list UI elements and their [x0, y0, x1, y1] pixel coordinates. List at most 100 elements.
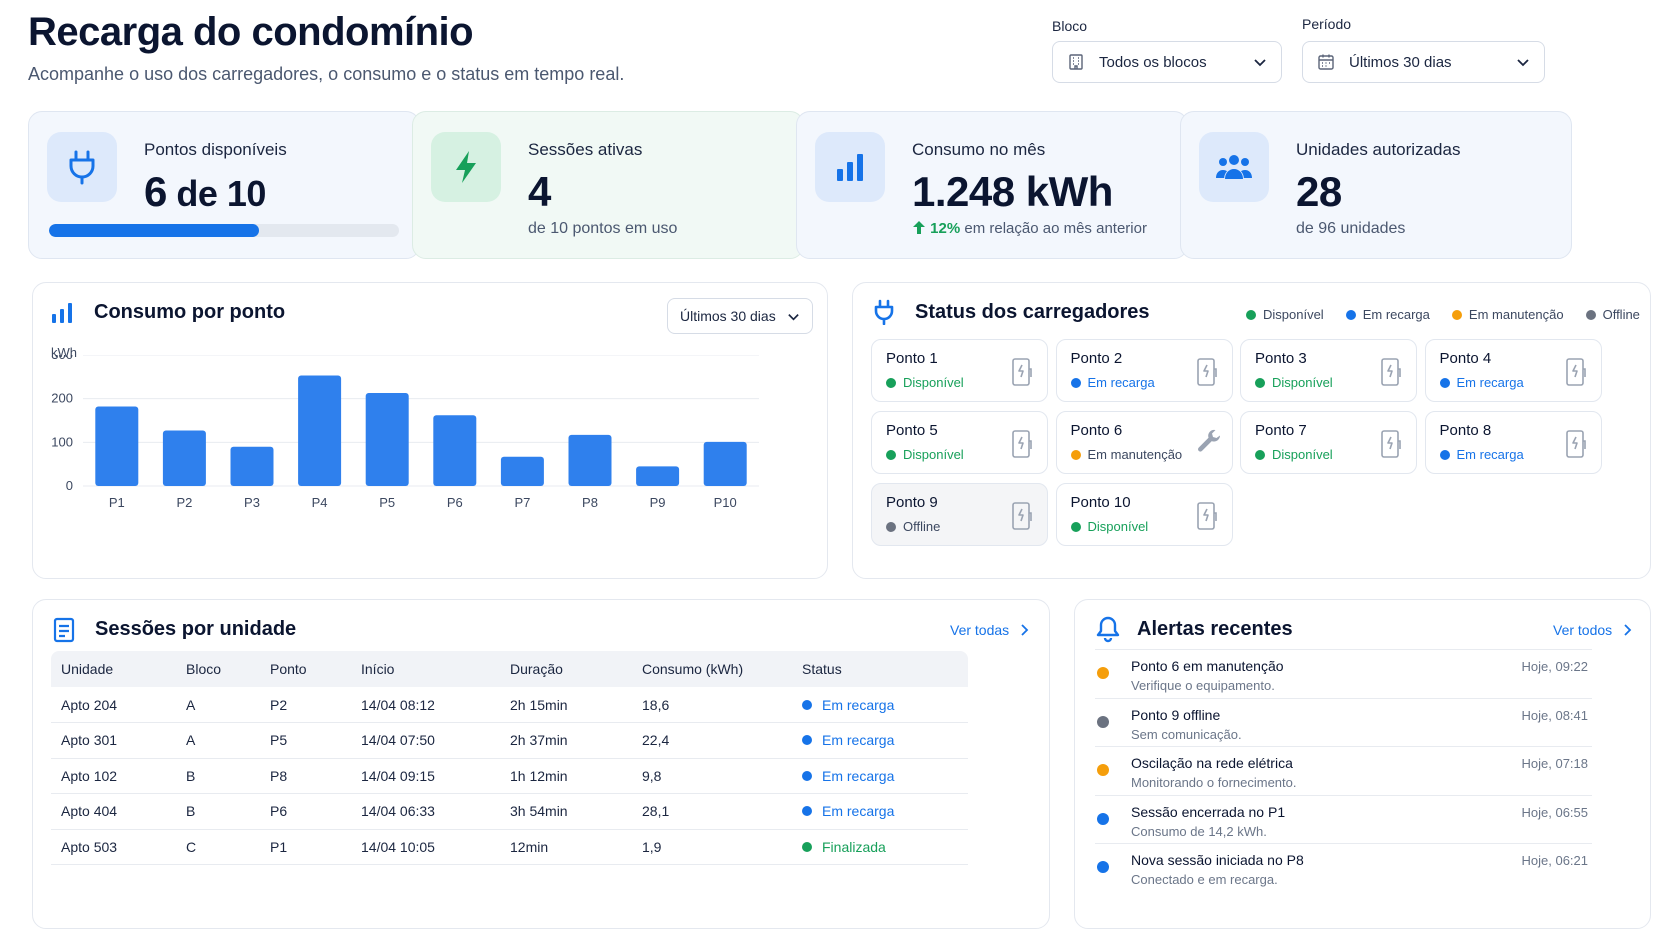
x-tick-label: P1 — [109, 495, 125, 510]
column-header[interactable]: Unidade — [51, 651, 176, 687]
bar-p4[interactable] — [298, 375, 342, 486]
cell-ponto: P2 — [260, 687, 351, 723]
cell-consumo: 22,4 — [632, 722, 792, 759]
status-dot — [1255, 377, 1265, 388]
x-tick-label: P2 — [176, 495, 192, 510]
column-header[interactable]: Consumo (kWh) — [632, 651, 792, 687]
legend-item: Em manutenção — [1451, 307, 1564, 322]
charger-card-1[interactable]: Ponto 1 Disponível — [871, 339, 1048, 402]
cell-status: Em recarga — [792, 687, 968, 723]
bar-p6[interactable] — [433, 415, 477, 486]
consumo-por-ponto-panel: Consumo por ponto Últimos 30 dias kWh 0 1… — [32, 282, 828, 579]
legend-item: Disponível — [1246, 307, 1324, 322]
table-row[interactable]: Apto 503 C P1 14/04 10:05 12min 1,9 Finalizada — [51, 829, 968, 865]
alert-title: Ponto 6 em manutenção — [1131, 658, 1284, 674]
wrench-icon — [1196, 429, 1220, 459]
charger-icon — [1011, 501, 1033, 531]
cell-inicio: 14/04 10:05 — [351, 829, 500, 865]
alerts-link-label: Ver todos — [1553, 622, 1613, 638]
status-label: Em recarga — [822, 767, 895, 784]
table-row[interactable]: Apto 404 B P6 14/04 06:33 3h 54min 28,1 Em rec… — [51, 793, 968, 830]
charger-card-10[interactable]: Ponto 10 Disponível — [1055, 483, 1233, 546]
legend-label: Offline — [1602, 307, 1640, 322]
charger-status: Em recarga — [1439, 447, 1524, 462]
cell-ponto: P8 — [260, 758, 351, 794]
charger-card-6[interactable]: Ponto 6 Em manutenção — [1055, 411, 1233, 474]
x-tick-label: P7 — [514, 495, 530, 510]
alert-time: Hoje, 07:18 — [1521, 756, 1589, 771]
charger-name: Ponto 9 — [886, 494, 938, 511]
bar-p10[interactable] — [703, 441, 747, 486]
status-dot — [886, 377, 896, 388]
alert-item[interactable]: Ponto 9 offline Sem comunicação. Hoje, 08:… — [1095, 697, 1592, 746]
status-dot — [1255, 449, 1265, 460]
cell-inicio: 14/04 09:15 — [351, 758, 500, 794]
chart-period-select[interactable]: Últimos 30 dias — [667, 298, 813, 334]
kpi-consumo-value: 1.248 kWh — [912, 168, 1113, 215]
cell-unidade: Apto 301 — [51, 722, 176, 759]
cell-bloco: B — [176, 758, 260, 794]
cell-consumo: 28,1 — [632, 793, 792, 830]
bar-p1[interactable] — [95, 406, 139, 486]
pontos-progress-bar — [49, 224, 399, 237]
table-row[interactable]: Apto 204 A P2 14/04 08:12 2h 15min 18,6 Em rec… — [51, 687, 968, 723]
alert-item[interactable]: Nova sessão iniciada no P8 Conectado e em… — [1095, 843, 1592, 891]
charger-card-3[interactable]: Ponto 3 Disponível — [1240, 339, 1417, 402]
charger-card-4[interactable]: Ponto 4 Em recarga — [1424, 339, 1602, 402]
cell-status: Em recarga — [792, 793, 968, 830]
alert-item[interactable]: Sessão encerrada no P1 Consumo de 14,2 kW… — [1095, 794, 1592, 843]
alert-dot — [1097, 715, 1109, 728]
cell-unidade: Apto 503 — [51, 829, 176, 865]
column-header[interactable]: Bloco — [176, 651, 260, 687]
kpi-sessoes-value: 4 — [528, 168, 551, 215]
charger-icon — [1565, 357, 1587, 387]
cell-bloco: A — [176, 722, 260, 759]
bar-p7[interactable] — [500, 456, 544, 486]
charger-status-label: Disponível — [1272, 375, 1333, 390]
column-header[interactable]: Duração — [500, 651, 632, 687]
charger-card-9[interactable]: Ponto 9 Offline — [871, 483, 1048, 546]
charger-card-5[interactable]: Ponto 5 Disponível — [871, 411, 1048, 474]
charger-status-label: Offline — [903, 519, 941, 534]
kpi-unidades-autorizadas: Unidades autorizadas 28 de 96 unidades — [1180, 111, 1572, 259]
x-tick-label: P10 — [714, 495, 737, 510]
column-header[interactable]: Início — [351, 651, 500, 687]
kpi-unidades-value: 28 — [1296, 168, 1342, 215]
alerts-ver-todos-link[interactable]: Ver todos — [1553, 622, 1634, 638]
bar-p5[interactable] — [365, 392, 409, 486]
charger-name: Ponto 8 — [1439, 422, 1492, 439]
periodo-select[interactable]: Últimos 30 dias — [1302, 41, 1545, 83]
table-row[interactable]: Apto 301 A P5 14/04 07:50 2h 37min 22,4 Em rec… — [51, 722, 968, 759]
x-tick-label: P8 — [582, 495, 598, 510]
charger-status: Disponível — [886, 447, 964, 462]
column-header[interactable]: Status — [792, 651, 968, 687]
table-row[interactable]: Apto 102 B P8 14/04 09:15 1h 12min 9,8 Em reca… — [51, 758, 968, 794]
charger-icon — [1380, 357, 1402, 387]
charger-card-2[interactable]: Ponto 2 Em recarga — [1055, 339, 1233, 402]
alertas-recentes-panel: Alertas recentes Ver todos Ponto 6 em ma… — [1074, 599, 1651, 929]
charger-card-8[interactable]: Ponto 8 Em recarga — [1424, 411, 1602, 474]
y-tick-label: 300 — [51, 355, 73, 362]
status-dot — [802, 841, 812, 852]
legend-label: Disponível — [1263, 307, 1324, 322]
alert-item[interactable]: Ponto 6 em manutenção Verifique o equipam… — [1095, 649, 1592, 697]
bloco-select[interactable]: Todos os blocos — [1052, 41, 1282, 83]
bar-p2[interactable] — [162, 430, 206, 486]
alert-time: Hoje, 06:21 — [1521, 853, 1589, 868]
bar-p3[interactable] — [230, 446, 274, 486]
plug-icon — [874, 299, 894, 325]
charger-status: Disponível — [1255, 375, 1333, 390]
column-header[interactable]: Ponto — [260, 651, 351, 687]
calendar-icon — [1317, 53, 1335, 71]
alert-description: Conectado e em recarga. — [1131, 872, 1278, 887]
bloco-select-value: Todos os blocos — [1099, 53, 1207, 71]
bar-p8[interactable] — [568, 434, 612, 486]
alert-item[interactable]: Oscilação na rede elétrica Monitorando o … — [1095, 746, 1592, 794]
sessions-ver-todas-link[interactable]: Ver todas — [950, 622, 1031, 638]
alert-dot — [1097, 764, 1109, 776]
charger-card-7[interactable]: Ponto 7 Disponível — [1240, 411, 1417, 474]
y-tick-label: 200 — [51, 391, 73, 406]
cell-ponto: P1 — [260, 829, 351, 865]
status-dot — [802, 770, 812, 781]
bar-p9[interactable] — [636, 466, 680, 486]
